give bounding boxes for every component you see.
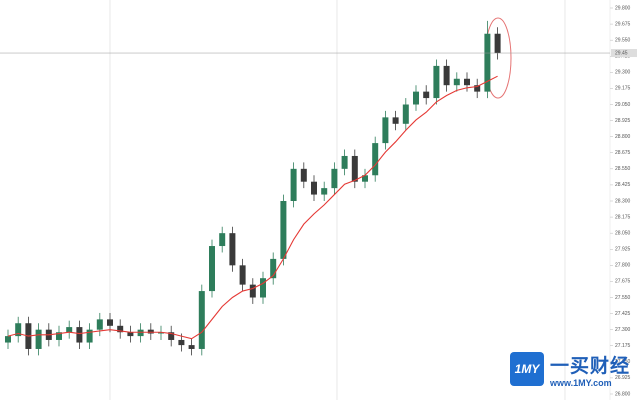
watermark-name: 一买财经 [550,355,631,377]
candle-body [331,168,338,189]
candle-body [117,325,124,333]
candle-body [5,336,11,343]
y-tick-label: 27.425 [615,311,631,317]
y-tick-label: 27.175 [615,343,631,349]
candle-body [249,284,256,298]
candle-body [290,168,297,201]
candle-body [137,329,144,337]
y-tick-label: 28.550 [615,166,631,172]
candle-body [76,327,83,343]
candle-body [433,65,440,99]
candle-body [219,233,226,247]
watermark: 1MY 一买财经 www.1MY.com [510,344,638,394]
y-tick-label: 27.675 [615,279,631,285]
y-tick-label: 29.050 [615,102,631,108]
candle-body [453,78,460,86]
candle-body [239,265,246,285]
watermark-text: 一买财经 www.1MY.com [550,351,630,388]
candle-body [392,117,399,124]
candle-body [300,168,307,182]
candle-body [188,345,195,349]
candle-body [35,329,42,349]
y-tick-label: 26.800 [615,391,631,397]
candle-body [127,332,134,337]
candle-body [86,329,93,343]
candle-body [96,319,103,330]
last-price-tag [611,49,637,58]
watermark-logo: 1MY [510,352,544,386]
y-tick-label: 29.550 [615,37,631,43]
y-tick-label: 28.050 [615,230,631,236]
y-tick-label: 26.925 [615,375,631,381]
y-tick-label: 29.300 [615,70,631,76]
y-tick-label: 27.925 [615,247,631,253]
candle-body [321,188,328,195]
candle-body [198,291,205,349]
candle-body [362,175,368,182]
candle-body [15,323,22,337]
y-tick-label: 28.300 [615,198,631,204]
y-tick-label: 29.175 [615,86,631,92]
y-tick-label: 27.800 [615,263,631,269]
candle-body [423,91,430,99]
candle-body [474,85,481,92]
candle-body [229,233,236,266]
candle-body [413,91,419,105]
candle-body [56,332,62,340]
candle-body [270,258,277,279]
last-price-label: 29.45 [615,50,628,56]
y-tick-label: 28.425 [615,182,631,188]
candle-body [158,332,164,334]
y-tick-label: 28.800 [615,134,631,140]
candle-body [494,33,501,54]
candle-body [260,278,266,298]
candle-body [382,117,389,144]
candle-body [107,319,113,326]
y-tick-label: 29.675 [615,21,631,27]
watermark-url: www.1MY.com [550,377,612,388]
y-tick-label: 27.550 [615,295,631,301]
candle-body [178,339,185,346]
candle-body [402,104,409,124]
y-tick-label: 27.300 [615,327,631,333]
candle-body [341,155,348,169]
candle-body [464,78,470,86]
candle-body [372,143,379,176]
candle-body [147,329,154,334]
candle-body [280,201,287,259]
y-tick-label: 28.675 [615,150,631,156]
candle-body [443,65,450,86]
candle-body [351,155,358,182]
y-tick-label: 28.925 [615,118,631,124]
candle-body [66,327,73,333]
y-tick-label: 27.050 [615,359,631,365]
candle-body [168,332,175,340]
moving-average-line [7,75,498,340]
candle-body [209,246,215,292]
y-tick-label: 29.800 [615,5,631,11]
candle-body [484,33,491,92]
y-tick-label: 28.175 [615,214,631,220]
candle-body [311,181,317,195]
